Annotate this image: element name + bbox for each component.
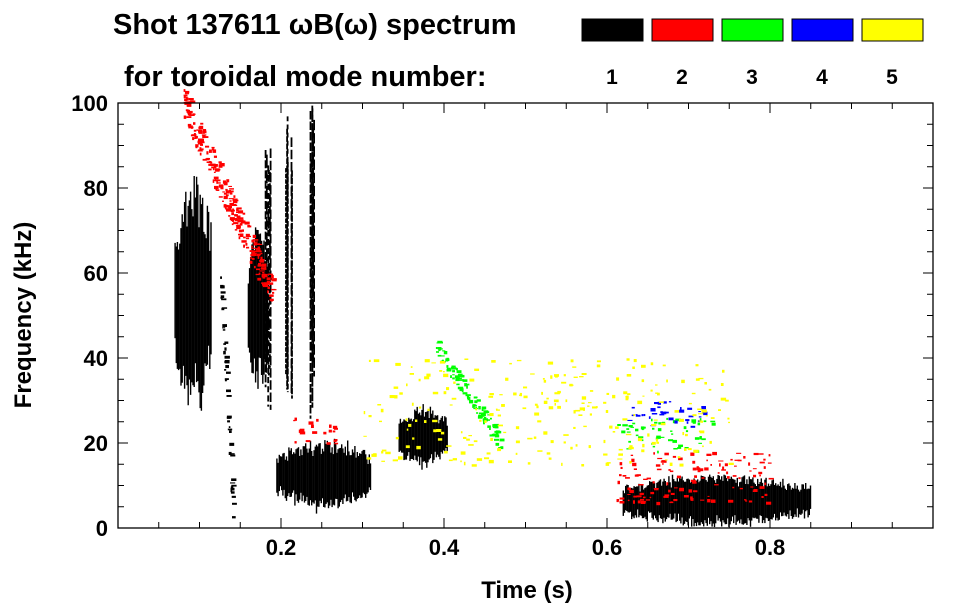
y-tick-label: 0	[96, 516, 108, 541]
mode-2-feature-11	[293, 417, 339, 445]
mode-1-feature-1	[174, 176, 212, 411]
mode-3-feature-13	[435, 340, 505, 450]
axis-ticks	[117, 102, 934, 529]
x-axis-label: Time (s)	[481, 577, 573, 604]
legend-swatch-mode-1	[581, 18, 644, 42]
mode-4-feature-15	[627, 401, 708, 428]
legend-swatch-mode-2	[651, 18, 714, 42]
y-axis-label: Frequency (kHz)	[10, 222, 37, 409]
mode-5-feature-16	[363, 358, 734, 467]
legend-label-mode-2: 2	[676, 66, 688, 89]
legend-label-mode-3: 3	[746, 66, 758, 89]
y-tick-label: 80	[84, 176, 108, 201]
y-tick-label: 100	[71, 91, 108, 116]
legend-swatch-mode-4	[791, 18, 854, 42]
x-tick-label: 0.4	[429, 535, 460, 560]
legend: 1 2 3 4 5	[581, 18, 924, 89]
legend-swatch-mode-5	[861, 18, 924, 42]
legend-label-mode-1: 1	[606, 66, 618, 89]
mode-1-feature-5	[285, 116, 293, 399]
axis-tick-labels: 0.2 0.4 0.6 0.8 0 20 40 60 80 100	[71, 91, 785, 560]
x-tick-label: 0.6	[592, 535, 623, 560]
x-tick-label: 0.2	[266, 535, 297, 560]
mode-1-feature-2	[220, 276, 237, 519]
y-tick-label: 20	[84, 431, 108, 456]
mode-1-feature-6	[309, 105, 316, 419]
legend-swatch-mode-3	[721, 18, 784, 42]
mode-1-feature-8	[398, 404, 448, 470]
plot-frame	[117, 102, 934, 529]
mode-2-feature-10	[183, 89, 277, 302]
chart-title-line1: Shot 137611 ωB(ω) spectrum	[113, 9, 517, 41]
chart-title-line2: for toroidal mode number:	[124, 61, 487, 93]
mode-1-feature-7	[276, 438, 372, 514]
legend-label-mode-5: 5	[886, 66, 898, 89]
mode-2-feature-12	[616, 451, 774, 506]
mode-3-feature-14	[617, 417, 716, 454]
spectrogram-marks	[174, 89, 812, 528]
x-tick-label: 0.8	[755, 535, 786, 560]
y-tick-label: 40	[84, 346, 108, 371]
y-tick-label: 60	[84, 261, 108, 286]
legend-label-mode-4: 4	[816, 66, 828, 89]
mode-1-feature-9	[622, 474, 812, 528]
